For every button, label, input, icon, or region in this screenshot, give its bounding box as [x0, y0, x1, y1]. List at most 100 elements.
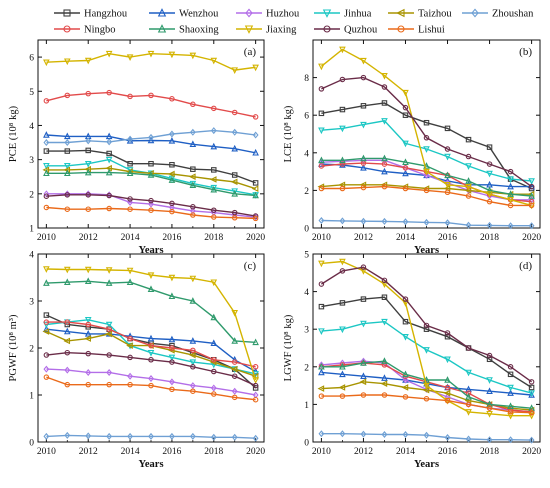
data-point [231, 144, 239, 152]
data-point [423, 171, 430, 179]
data-point [360, 357, 367, 365]
data-point [210, 279, 218, 287]
series-shaoxing [43, 168, 259, 199]
data-point [423, 135, 430, 141]
data-point [169, 130, 175, 138]
x-tick-label: 2014 [121, 447, 140, 457]
data-point [252, 364, 259, 370]
data-point [147, 50, 155, 58]
data-point [465, 163, 472, 170]
series-line-hangzhou [46, 149, 256, 184]
x-tick-label: 2016 [438, 447, 457, 457]
plot-frame [312, 39, 541, 229]
data-point [360, 121, 367, 129]
data-point [507, 389, 514, 396]
data-point [381, 118, 388, 125]
data-point [126, 278, 134, 285]
data-point [190, 166, 196, 172]
data-point [507, 168, 514, 175]
data-point [43, 325, 50, 332]
data-point [444, 356, 451, 364]
data-point [148, 382, 154, 389]
data-point [231, 359, 238, 365]
data-point [507, 182, 514, 190]
data-point [402, 370, 409, 378]
data-point [339, 125, 346, 133]
series-line-lishui [321, 394, 532, 414]
data-point [381, 357, 388, 364]
data-point [444, 146, 451, 152]
y-tick-label: 4 [304, 149, 309, 159]
y-tick-label: 4 [29, 251, 34, 261]
data-point [169, 345, 175, 351]
y-axis-title: LGWF (10⁸ kg) [283, 314, 294, 381]
legend-label: Taizhou [418, 9, 452, 20]
data-point [318, 281, 325, 287]
series-line-jinhua [321, 320, 532, 394]
series-hangzhou [318, 294, 535, 391]
data-point [444, 189, 451, 196]
data-point [210, 184, 218, 192]
legend-item-ningbo: Ningbo [54, 25, 116, 36]
data-point [169, 162, 175, 168]
panel-b: 2010 2012 2014 2016 2018 2020 0 2 4 6 8 Years LCE (1… [283, 39, 541, 256]
data-point [211, 207, 217, 213]
data-point [105, 50, 113, 58]
data-point [63, 58, 71, 66]
series-line-huzhou [46, 193, 256, 218]
series-hangzhou [43, 147, 259, 186]
panel-tag: (b) [519, 46, 532, 58]
data-point [339, 362, 346, 370]
data-point [318, 216, 325, 224]
data-point [43, 131, 50, 138]
data-point [190, 364, 196, 370]
data-point [190, 204, 196, 210]
data-point [43, 352, 50, 358]
data-point [317, 385, 325, 392]
y-tick-label: 6 [29, 54, 34, 64]
series-jiaxing [318, 258, 535, 420]
data-point [169, 432, 175, 440]
data-point [105, 279, 113, 286]
data-point [360, 296, 367, 302]
data-point [444, 333, 451, 340]
data-point [444, 179, 451, 187]
series-line-wenzhou [46, 328, 256, 373]
data-point [465, 435, 472, 443]
data-point [339, 359, 346, 367]
data-point [528, 412, 535, 420]
data-point [63, 163, 71, 170]
data-point [486, 186, 493, 194]
data-point [507, 202, 514, 209]
legend-marker [157, 8, 167, 17]
data-point [148, 342, 154, 349]
data-point [465, 183, 472, 191]
x-tick-label: 2010 [37, 233, 56, 243]
data-point [360, 154, 367, 162]
series-jiaxing [43, 266, 259, 384]
data-point [402, 169, 409, 177]
y-tick-label: 3 [304, 326, 309, 336]
data-point [444, 171, 451, 179]
data-point [210, 433, 217, 441]
data-point [318, 63, 325, 71]
data-point [507, 409, 514, 415]
data-point [381, 277, 388, 284]
data-point [63, 278, 71, 285]
data-point [84, 266, 92, 274]
data-point [381, 167, 388, 175]
data-point [189, 382, 196, 390]
y-tick-label: 4 [304, 288, 309, 298]
series-line-jiaxing [46, 268, 257, 381]
series-line-ningbo [46, 321, 256, 368]
data-point [486, 170, 493, 178]
data-point [210, 313, 218, 321]
data-point [486, 405, 493, 411]
data-point [85, 432, 92, 440]
data-point [63, 169, 71, 177]
data-point [252, 114, 259, 120]
data-point [169, 378, 175, 386]
data-point [465, 136, 472, 143]
data-point [105, 156, 113, 164]
